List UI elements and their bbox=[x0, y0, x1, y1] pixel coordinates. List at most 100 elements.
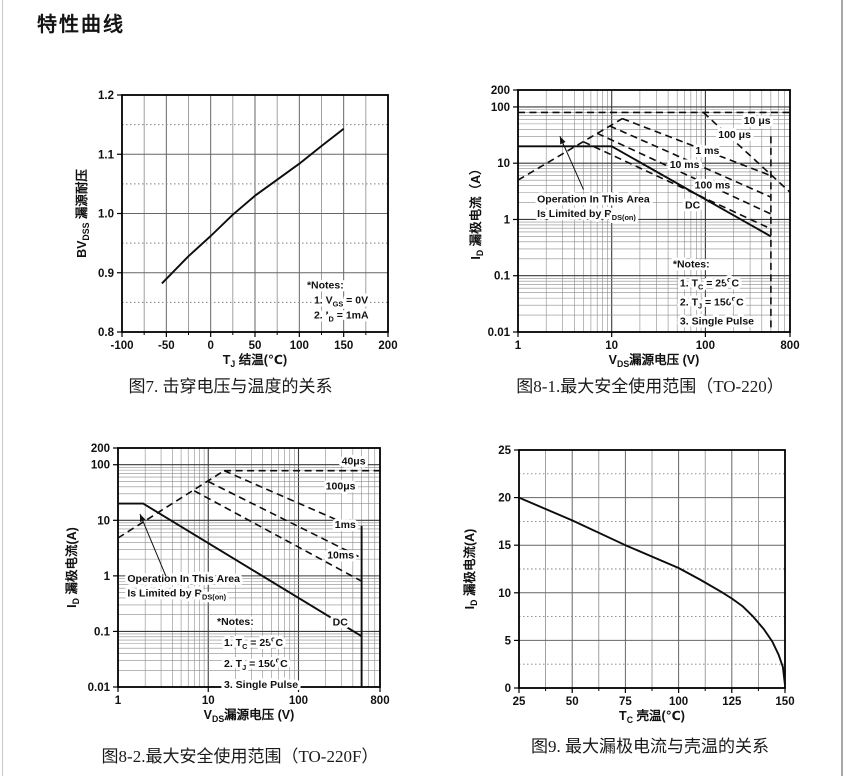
x-tick-label: 1 bbox=[515, 340, 522, 352]
soa-to220-chart: 1 10 100 800 200 100 10 1 0.1 0.01 VDS漏源电压 (V) ID 漏… bbox=[455, 83, 845, 394]
curve-label: 100μs bbox=[326, 481, 356, 493]
grid bbox=[122, 95, 388, 332]
fig7-plot: -100 -50 0 50 100 150 200 1.2 1.1 1.0 0.9 0.8 TJ 结温(… bbox=[74, 90, 398, 369]
curve-label: 10 μs bbox=[744, 115, 771, 127]
y-tick-label: 1.1 bbox=[98, 149, 115, 161]
annotation-text: Is Limited by RDS(on) bbox=[537, 208, 636, 222]
annotation-arrowhead bbox=[559, 136, 566, 145]
curve-pulse-100us bbox=[622, 117, 772, 177]
curve-pulse-10us-descent bbox=[702, 111, 791, 193]
notes-line: 3. Single Pulse bbox=[680, 316, 754, 328]
curve-label: 100 ms bbox=[695, 179, 731, 191]
x-tick-label: -50 bbox=[158, 340, 175, 352]
y-tick-label: 20 bbox=[498, 493, 511, 505]
y-tick-label: 100 bbox=[491, 102, 510, 114]
fig8-2-caption: 图8-2.最大安全使用范围（TO-220F） bbox=[101, 747, 379, 766]
x-tick-label: 0 bbox=[207, 340, 213, 352]
curve-pulse-10ms bbox=[193, 490, 362, 582]
page-right-border bbox=[841, 0, 843, 776]
axis-ticks: -100 -50 0 50 100 150 200 1.2 1.1 1.0 0.9 0.8 bbox=[98, 90, 398, 352]
annotation-arrow bbox=[139, 513, 167, 577]
curve-id-vs-tc-curve bbox=[518, 496, 786, 686]
x-tick-label: 100 bbox=[290, 340, 309, 352]
annotation-text: Is Limited by RDS(on) bbox=[127, 587, 226, 601]
y-tick-label: 1.0 bbox=[98, 209, 114, 221]
notes-line: 1. VGS = 0V bbox=[314, 295, 368, 309]
x-tick-label: 150 bbox=[334, 340, 353, 352]
x-tick-label: 1 bbox=[115, 695, 122, 707]
x-axis-label: TJ 结温(℃) bbox=[223, 352, 287, 369]
notes-line: 2. TJ = 150oC bbox=[224, 656, 288, 673]
notes-line: *Notes: bbox=[307, 280, 344, 292]
x-tick-label: 100 bbox=[669, 696, 688, 708]
y-axis-label: ID 漏极电流(A) bbox=[64, 527, 81, 608]
x-axis-label: VDS漏源电压 (V) bbox=[609, 352, 700, 369]
x-tick-label: 125 bbox=[722, 696, 742, 708]
soa-to220f-chart: 1 10 100 800 200 100 10 1 0.1 0.01 VDS漏源电压 (V) ID 漏… bbox=[55, 438, 425, 753]
y-tick-label: 15 bbox=[498, 540, 511, 552]
y-tick-label: 0.01 bbox=[488, 327, 511, 339]
plot-border bbox=[517, 89, 791, 333]
curve-pulse-100us bbox=[223, 469, 362, 532]
x-tick-label: 25 bbox=[513, 696, 526, 708]
notes-line: 1. TC = 25oC bbox=[680, 275, 740, 292]
curve-dc-line bbox=[518, 145, 772, 238]
curve-pulse-1ms bbox=[207, 480, 362, 559]
y-axis-label: BVDSS 漏源耐压 bbox=[74, 169, 91, 258]
y-tick-label: 10 bbox=[498, 588, 511, 600]
x-tick-label: -100 bbox=[110, 340, 133, 352]
y-tick-label: 200 bbox=[491, 85, 510, 97]
curve-rdson-limit-line bbox=[117, 470, 225, 539]
fig8-1-plot: 1 10 100 800 200 100 10 1 0.1 0.01 VDS漏源电压 (V) ID 漏… bbox=[468, 85, 800, 369]
y-tick-label: 200 bbox=[91, 443, 110, 455]
y-tick-label: 5 bbox=[505, 635, 512, 647]
y-tick-label: 10 bbox=[497, 158, 510, 170]
y-axis-label: ID 漏极电流(A) bbox=[462, 529, 479, 610]
annotation-text: Operation In This Area bbox=[537, 194, 650, 206]
fig8-1-caption: 图8-1.最大安全使用范围（TO-220） bbox=[516, 377, 784, 396]
axis-ticks: 1 10 100 800 200 100 10 1 0.1 0.01 bbox=[488, 85, 800, 352]
x-axis-label: VDS漏源电压 (V) bbox=[204, 707, 295, 724]
annotation-arrowhead bbox=[139, 513, 146, 522]
curve-label: 40μs bbox=[342, 456, 366, 468]
y-tick-label: 0.01 bbox=[88, 682, 111, 694]
notes-line: 2. ID = 1mA bbox=[314, 310, 369, 324]
axis-ticks: 1 10 100 800 200 100 10 1 0.1 0.01 bbox=[88, 443, 390, 707]
breakdown-voltage-vs-temperature-chart: -100 -50 0 50 100 150 200 1.2 1.1 1.0 0.9 0.8 TJ 结温(… bbox=[58, 85, 403, 392]
curve-rdson-limit-line bbox=[517, 117, 623, 181]
x-tick-label: 100 bbox=[696, 340, 715, 352]
notes-line: *Notes: bbox=[673, 259, 710, 271]
x-tick-label: 50 bbox=[566, 696, 579, 708]
fig9-caption: 图9. 最大漏极电流与壳温的关系 bbox=[531, 737, 769, 756]
page-left-border bbox=[2, 0, 3, 776]
grid bbox=[519, 450, 785, 688]
x-tick-label: 200 bbox=[378, 340, 397, 352]
y-axis-label: ID 漏极电流（A） bbox=[468, 162, 485, 259]
y-tick-label: 0.1 bbox=[94, 626, 111, 638]
x-tick-label: 100 bbox=[289, 695, 308, 707]
curve-label: 1 ms bbox=[695, 145, 719, 157]
curves bbox=[518, 496, 786, 686]
notes-line: 2. TJ = 150oC bbox=[680, 294, 744, 311]
grid bbox=[518, 90, 790, 332]
curves bbox=[161, 128, 345, 285]
plot-border bbox=[117, 447, 381, 688]
max-drain-current-vs-case-temperature-chart: 25 50 75 100 125 150 25 20 15 10 5 0 TC 壳温(℃) ID 漏极电流… bbox=[455, 436, 845, 747]
y-tick-label: 100 bbox=[91, 460, 110, 472]
fig7-caption: 图7. 击穿电压与温度的关系 bbox=[128, 377, 333, 396]
curve-label: DC bbox=[333, 617, 349, 629]
x-axis-label: TC 壳温(℃) bbox=[619, 708, 685, 725]
x-tick-label: 75 bbox=[619, 696, 632, 708]
y-tick-label: 1.2 bbox=[98, 90, 114, 102]
annotation-text: Operation In This Area bbox=[127, 573, 240, 585]
curve-label: 10 ms bbox=[670, 159, 700, 171]
curves bbox=[517, 111, 791, 332]
x-tick-label: 50 bbox=[249, 340, 262, 352]
x-tick-label: 150 bbox=[775, 696, 794, 708]
curves bbox=[117, 469, 380, 687]
curve-pulse-10ms bbox=[596, 132, 772, 215]
y-tick-label: 10 bbox=[97, 515, 110, 527]
y-tick-label: 1 bbox=[504, 214, 511, 226]
